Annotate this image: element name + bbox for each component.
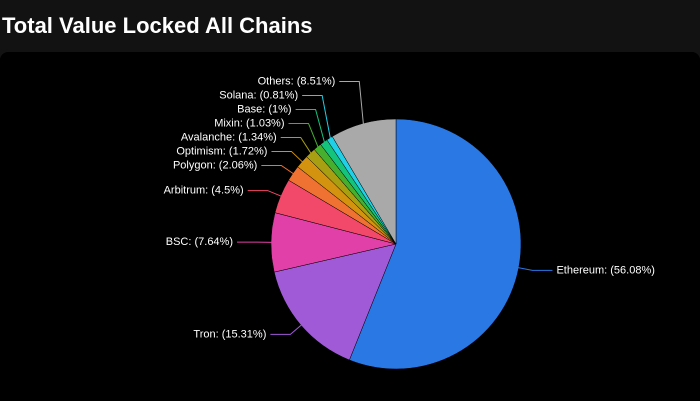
data-label: Arbitrum: (4.5%): [164, 184, 244, 196]
leader-line: [295, 108, 326, 144]
leader-line: [261, 164, 295, 175]
leader-line: [288, 122, 320, 149]
chart-title: Total Value Locked All Chains: [2, 13, 313, 38]
leader-line: [271, 150, 304, 164]
leader-line: [516, 266, 553, 271]
data-label: Ethereum: (56.08%): [556, 264, 654, 276]
leader-line: [280, 136, 313, 155]
leader-line: [270, 323, 303, 335]
data-label: Tron: (15.31%): [193, 328, 266, 340]
leader-line: [302, 94, 332, 140]
data-label: Others: (8.51%): [258, 75, 336, 87]
data-label: Avalanche: (1.34%): [181, 131, 277, 143]
data-label: Polygon: (2.06%): [173, 159, 257, 171]
data-label: Solana: (0.81%): [219, 89, 298, 101]
data-label: Optimism: (1.72%): [176, 145, 267, 157]
data-label: Mixin: (1.03%): [214, 117, 284, 129]
leader-line: [247, 190, 283, 198]
data-label: BSC: (7.64%): [166, 236, 233, 248]
data-label: Base: (1%): [237, 103, 291, 115]
leader-line: [339, 80, 365, 126]
